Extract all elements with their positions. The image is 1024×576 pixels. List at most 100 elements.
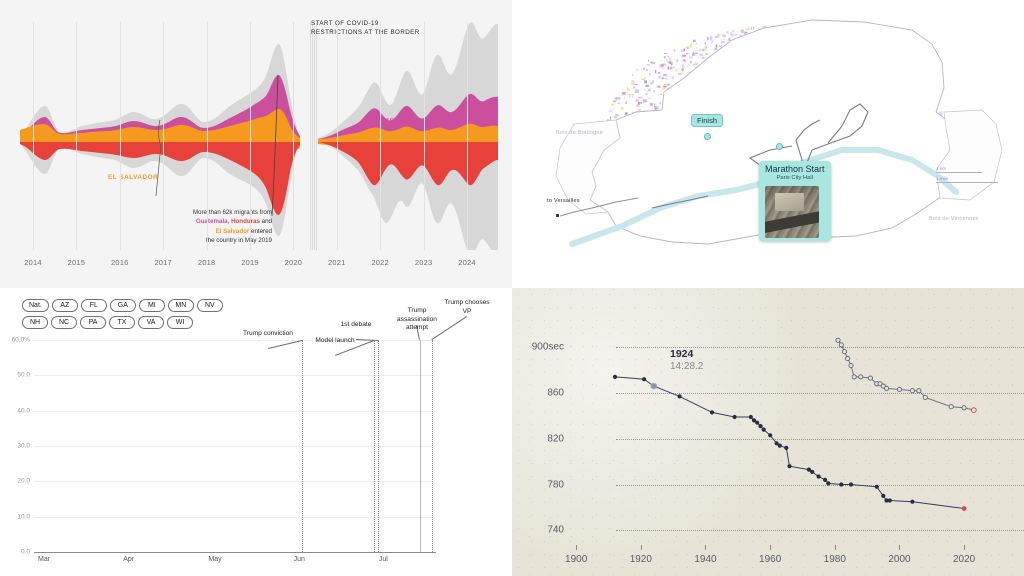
migration-gridline <box>423 22 425 250</box>
migration-gridline <box>76 22 78 250</box>
finish-marker[interactable] <box>704 133 711 140</box>
poll-gridline <box>34 410 436 412</box>
series-guatemala-left <box>20 74 300 140</box>
migration-x-tick: 2024 <box>458 258 476 267</box>
state-filter-pill[interactable]: NC <box>51 316 77 329</box>
panel-migration-chart: START OF COVID-19 RESTRICTIONS AT THE BO… <box>0 0 512 288</box>
start-card-subtitle: Paris City Hall <box>776 175 813 182</box>
series-honduras-right <box>318 142 498 186</box>
records-x-tick: 2000 <box>888 554 911 565</box>
start-marker[interactable] <box>776 143 783 150</box>
records-lines-svg <box>612 337 977 511</box>
records-x-tick: 1900 <box>565 554 588 565</box>
state-filter-pill[interactable]: NV <box>196 299 223 312</box>
panel-polling-chart: Nat. AZ FL GA MI MN NV NH NC PA TX VA WI 60.0% 50.0 4… <box>0 288 512 576</box>
migration-gridline <box>250 22 251 250</box>
migration-gridline <box>119 22 121 250</box>
state-filter-row-2[interactable]: NH NC PA TX VA WI <box>22 311 196 332</box>
records-x-tick-mark <box>576 545 578 550</box>
marathon-route <box>795 103 869 187</box>
to-versailles-label: to Versailles <box>547 198 580 204</box>
poll-gridline <box>34 375 436 377</box>
poll-gridline <box>34 516 436 518</box>
migration-gridline <box>293 22 295 250</box>
records-x-tick-mark <box>964 545 966 550</box>
records-y-tick: 820 <box>547 433 564 445</box>
state-filter-pill[interactable]: TX <box>109 316 135 329</box>
annotation-1924: 1924 14:28.2 <box>670 348 703 374</box>
covid-band <box>310 22 317 250</box>
records-x-tick: 2020 <box>953 554 976 565</box>
records-x-tick: 1940 <box>694 554 717 565</box>
poll-y-tick: 40.0 <box>17 407 30 415</box>
records-y-tick: 780 <box>547 479 564 490</box>
records-gridline <box>616 438 1024 440</box>
migration-x-tick: 2016 <box>111 258 129 267</box>
scale-km-bar <box>936 172 982 173</box>
series-elsalvador-left <box>20 108 300 152</box>
state-filter-pill[interactable]: MI <box>138 299 165 312</box>
marathon-start-card[interactable]: Marathon Start Paris City Hall <box>759 161 831 241</box>
state-filter-pill[interactable]: VA <box>138 316 164 329</box>
poll-y-tick: 60.0% <box>11 336 30 344</box>
state-filter-pill[interactable]: MN <box>167 299 194 312</box>
poll-y-tick: 0.0 <box>20 548 30 556</box>
state-filter-pill[interactable]: GA <box>109 299 136 312</box>
callout-elsalvador: El Salvador <box>215 227 250 235</box>
paper-texture <box>512 288 1024 576</box>
records-x-tick: 1920 <box>629 554 652 565</box>
poll-event-line <box>378 340 379 552</box>
records-gridline <box>616 347 1024 349</box>
state-filter-pill[interactable]: NH <box>22 316 48 329</box>
records-gridline <box>616 484 1024 486</box>
migration-x-tick: 2023 <box>414 258 433 267</box>
records-gridline <box>616 530 1024 532</box>
state-filter-pill[interactable]: AZ <box>51 299 78 312</box>
callout-line-4: the country in May 2019 <box>205 236 272 244</box>
records-x-tick-mark <box>640 545 642 550</box>
records-y-tick: 740 <box>547 524 564 536</box>
callout-guatemala: Guatemala <box>195 218 228 226</box>
records-y-tick: 900sec <box>531 341 564 353</box>
callout-sep-1: , <box>227 218 232 226</box>
migration-x-tick: 2021 <box>328 258 346 267</box>
route-versailles-spur <box>651 195 709 209</box>
migration-gridline <box>336 22 338 250</box>
poll-event-label: Model launch <box>315 337 355 344</box>
migration-gridline <box>467 22 468 250</box>
panel-record-progression: 900sec 860 820 780 740 1900 1920 1940 1960 1980 2… <box>512 288 1024 576</box>
poll-x-tick: Jun <box>293 556 305 563</box>
annotation-1924-time: 14:28.2 <box>670 361 704 373</box>
migration-x-tick: 2014 <box>24 258 42 267</box>
covid-annotation: START OF COVID-19 RESTRICTIONS AT THE BO… <box>311 20 420 36</box>
migration-gridline <box>163 22 165 250</box>
state-filter-pill[interactable]: Nat. <box>22 299 49 312</box>
paris-map-svg[interactable] <box>512 0 1024 288</box>
state-filter-row-1[interactable]: Nat. AZ FL GA MI MN NV <box>22 294 226 315</box>
poll-event-line <box>374 340 375 552</box>
scale-mile-bar <box>936 182 998 183</box>
callout-leader <box>271 74 279 217</box>
migration-gridline <box>33 22 34 250</box>
annotation-1924-year: 1924 <box>670 348 694 360</box>
records-y-tick: 860 <box>547 387 564 399</box>
poll-lines-svg <box>0 288 512 576</box>
migration-callout: More than 62k migrants from Guatemala, H… <box>168 208 272 245</box>
migration-x-tick: 2018 <box>197 258 216 267</box>
migration-stream-svg <box>20 22 498 250</box>
series-guatemala-right <box>318 93 498 140</box>
state-filter-pill[interactable]: WI <box>167 316 193 329</box>
state-filter-pill[interactable]: PA <box>80 316 106 329</box>
poll-event-line <box>302 340 303 552</box>
series-label-honduras: HONDURAS <box>370 148 411 155</box>
poll-event-line <box>432 340 433 552</box>
records-x-tick-mark <box>705 545 707 550</box>
poll-gridline <box>34 552 436 553</box>
finish-label[interactable]: Finish <box>691 114 724 127</box>
callout-line-1: More than 62k migrants from <box>192 209 272 216</box>
state-filter-pill[interactable]: FL <box>80 299 107 312</box>
bois-de-boulogne-area <box>555 119 621 215</box>
scale-mile-label: 1 mile <box>936 176 949 181</box>
bois-de-boulogne-label: Bois de Boulogne <box>556 130 604 136</box>
